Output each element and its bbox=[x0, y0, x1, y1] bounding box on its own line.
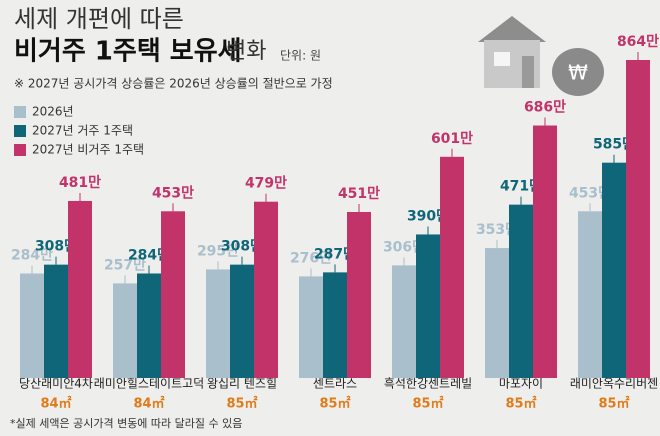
bar bbox=[113, 283, 137, 378]
size-label: 85㎡ bbox=[598, 396, 629, 412]
bar bbox=[392, 265, 416, 378]
value-label: 585만 bbox=[593, 137, 635, 153]
won-sign: ₩ bbox=[568, 61, 588, 85]
window bbox=[494, 52, 510, 66]
value-label: 453만 bbox=[152, 185, 194, 201]
legend-swatch bbox=[14, 144, 26, 156]
value-label: 276만 bbox=[290, 250, 332, 266]
legend-label: 2027년 거주 1주택 bbox=[32, 124, 133, 138]
value-label: 287만 bbox=[314, 246, 356, 262]
bar bbox=[485, 248, 509, 378]
value-label: 353만 bbox=[476, 222, 518, 238]
bar bbox=[440, 156, 464, 378]
note: ※ 2027년 공시가격 상승률은 2026년 상승률의 절반으로 가정 bbox=[14, 77, 333, 91]
roof bbox=[478, 16, 546, 42]
unit: 단위: 원 bbox=[280, 49, 321, 63]
footnote: *실제 세액은 공시가격 변동에 따라 달라질 수 있음 bbox=[10, 417, 242, 430]
legend-swatch bbox=[14, 125, 26, 137]
value-label: 686만 bbox=[524, 100, 566, 116]
value-label: 284만 bbox=[11, 247, 53, 263]
value-label: 481만 bbox=[59, 175, 101, 191]
value-label: 257만 bbox=[104, 257, 146, 273]
size-label: 85㎡ bbox=[412, 396, 443, 412]
money-bag bbox=[552, 48, 604, 96]
value-label: 284만 bbox=[128, 247, 170, 263]
value-label: 390만 bbox=[407, 208, 449, 224]
value-label: 306만 bbox=[383, 239, 425, 255]
bar bbox=[137, 273, 161, 378]
size-label: 84㎡ bbox=[40, 396, 71, 412]
legend-label: 2027년 비거주 1주택 bbox=[32, 143, 144, 157]
house-icon: ₩ bbox=[478, 16, 604, 96]
bar bbox=[416, 234, 440, 378]
value-label: 864만 bbox=[617, 34, 659, 50]
bar bbox=[578, 211, 602, 378]
value-label: 451만 bbox=[338, 186, 380, 202]
x-tick-label: 래미안옥수리버젠 bbox=[570, 377, 658, 391]
size-label: 84㎡ bbox=[133, 396, 164, 412]
x-tick-label: 흑석한강센트레빌 bbox=[384, 377, 472, 391]
legend-swatch bbox=[14, 106, 26, 118]
bar bbox=[533, 125, 557, 378]
x-tick-label: 왕십리 텐즈힐 bbox=[207, 377, 277, 391]
bar bbox=[602, 162, 626, 378]
x-tick-label: 당산래미안4차 bbox=[19, 377, 93, 391]
size-label: 85㎡ bbox=[226, 396, 257, 412]
bar bbox=[626, 60, 650, 378]
door bbox=[522, 56, 534, 88]
bar bbox=[230, 264, 254, 378]
value-label: 308만 bbox=[221, 239, 263, 255]
bar bbox=[44, 264, 68, 378]
bar bbox=[161, 211, 185, 378]
legend-label: 2026년 bbox=[32, 105, 74, 119]
x-tick-label: 센트라스 bbox=[313, 377, 357, 391]
value-label: 601만 bbox=[431, 131, 473, 147]
title-line1: 세제 개편에 따른 bbox=[14, 5, 184, 33]
size-label: 85㎡ bbox=[319, 396, 350, 412]
bar bbox=[299, 276, 323, 378]
value-label: 453만 bbox=[569, 185, 611, 201]
bar bbox=[509, 204, 533, 378]
bar bbox=[323, 272, 347, 378]
bar bbox=[20, 273, 44, 378]
value-label: 479만 bbox=[245, 176, 287, 192]
bar bbox=[254, 201, 278, 378]
title-line2-rest: 변화 bbox=[226, 39, 266, 64]
size-label: 85㎡ bbox=[505, 396, 536, 412]
title-line2: 비거주 1주택 보유세 bbox=[14, 37, 242, 67]
x-tick-label: 마포자이 bbox=[499, 377, 543, 391]
value-label: 308만 bbox=[35, 239, 77, 255]
bar bbox=[68, 200, 92, 378]
bar bbox=[206, 269, 230, 378]
value-label: 295만 bbox=[197, 243, 239, 259]
bar bbox=[347, 212, 371, 378]
x-tick-label: 래미안힐스테이트고덕 bbox=[94, 377, 204, 391]
value-label: 471만 bbox=[500, 179, 542, 195]
